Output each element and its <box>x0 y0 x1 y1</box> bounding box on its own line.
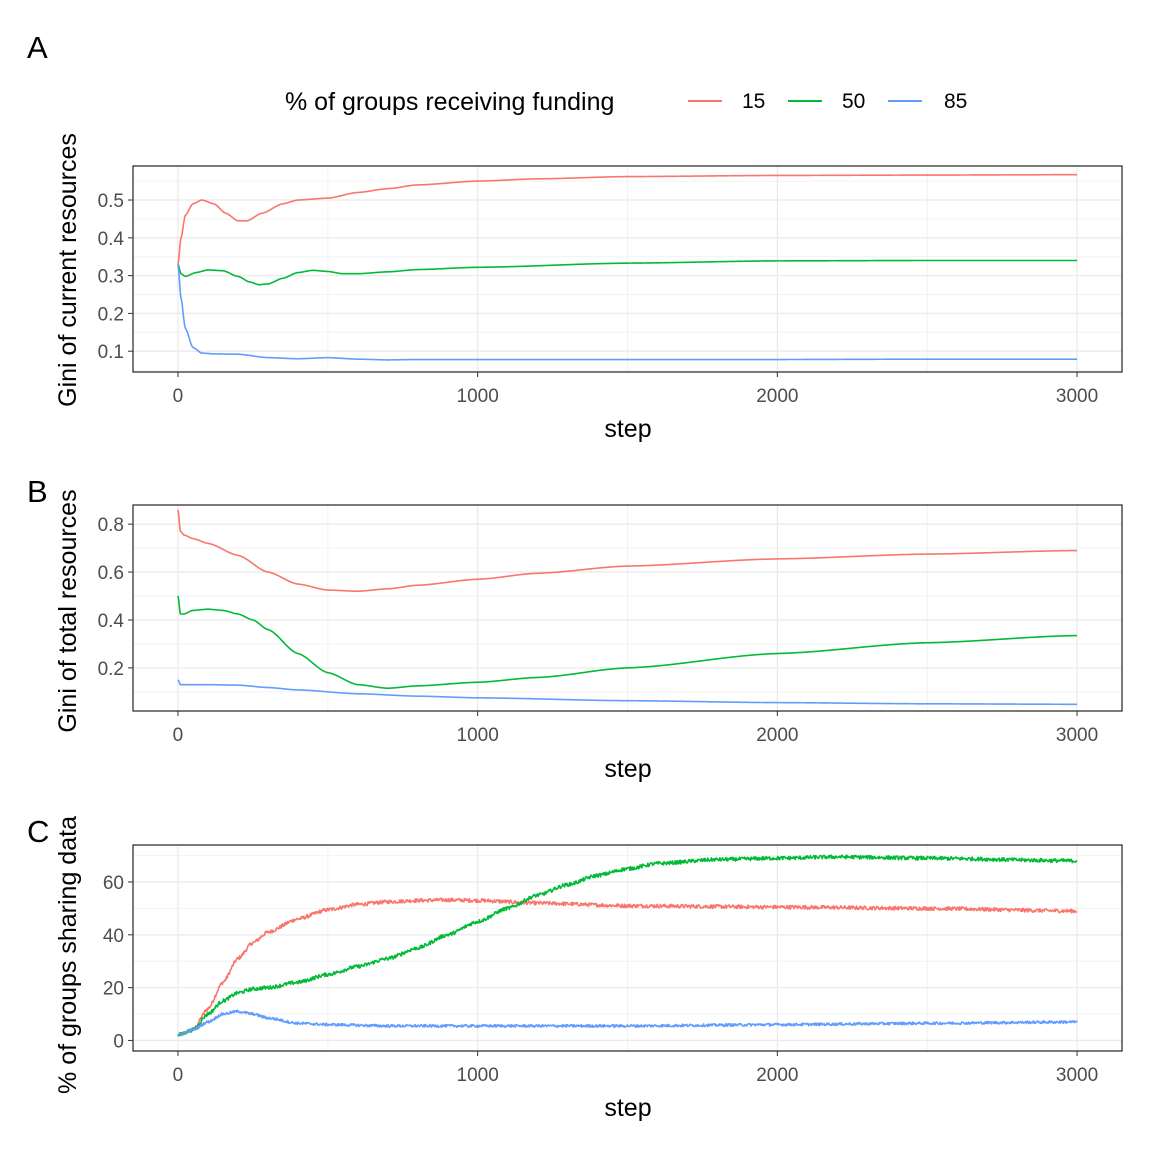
y-tick-label: 60 <box>103 873 124 894</box>
y-tick-label: 0.2 <box>98 304 124 325</box>
y-axis-title-a: Gini of current resources <box>54 133 82 407</box>
legend-title: % of groups receiving funding <box>285 88 614 116</box>
series-line-15 <box>177 173 1078 265</box>
minor-gridlines <box>133 505 1122 711</box>
y-tick-label: 0.6 <box>98 563 124 584</box>
series-line-15 <box>177 509 1078 593</box>
y-tick-label: 0.4 <box>98 229 125 250</box>
y-tick-label: 0.5 <box>98 191 124 212</box>
x-axis-title-b: step <box>604 755 651 783</box>
series-line-50 <box>177 595 1078 690</box>
x-axis-title-c: step <box>604 1094 651 1122</box>
y-tick-label: 0.3 <box>98 267 124 288</box>
y-tick-label: 0 <box>113 1031 124 1052</box>
x-tick-label: 2000 <box>756 1065 798 1086</box>
x-tick-label: 2000 <box>756 386 798 407</box>
panel-tag-a: A <box>27 30 48 65</box>
x-tick-label: 0 <box>173 386 184 407</box>
x-tick-label: 0 <box>173 725 184 746</box>
series-line-15 <box>177 897 1078 1037</box>
y-axis-title-c: % of groups sharing data <box>54 816 82 1094</box>
x-tick-label: 1000 <box>457 386 499 407</box>
panel-border <box>132 504 1123 712</box>
y-tick-label: 0.1 <box>98 342 124 363</box>
panel-c: C % of groups sharing data step 0 1000 200… <box>27 814 1123 1122</box>
legend-label-50: 50 <box>842 90 865 113</box>
panel-a: A Gini of current resources step 0 1000 20… <box>27 30 1123 443</box>
x-tick-label: 3000 <box>1056 725 1098 746</box>
x-axis-title-a: step <box>604 415 651 443</box>
panel-tag-c: C <box>27 814 49 849</box>
y-tick-label: 0.2 <box>98 659 124 680</box>
x-tick-label: 0 <box>173 1065 184 1086</box>
x-tick-label: 3000 <box>1056 1065 1098 1086</box>
legend-label-85: 85 <box>944 90 967 113</box>
panel-b: B Gini of total resources step 0 1000 2000… <box>27 474 1123 783</box>
y-tick-label: 20 <box>103 979 124 1000</box>
legend: % of groups receiving funding 15 50 85 <box>285 88 967 116</box>
y-axis-title-b: Gini of total resources <box>54 489 82 732</box>
panel-border <box>132 844 1123 1052</box>
y-tick-label: 40 <box>103 926 124 947</box>
panel-tag-b: B <box>27 474 48 509</box>
x-tick-label: 2000 <box>756 725 798 746</box>
y-tick-label: 0.4 <box>98 611 125 632</box>
series-line-50 <box>177 854 1078 1037</box>
legend-label-15: 15 <box>742 90 765 113</box>
series-line-50 <box>177 259 1078 286</box>
y-tick-label: 0.8 <box>98 515 124 536</box>
series-line-85 <box>177 264 1078 361</box>
minor-gridlines <box>133 166 1122 372</box>
x-tick-label: 3000 <box>1056 386 1098 407</box>
x-tick-label: 1000 <box>457 725 499 746</box>
series-line-85 <box>177 679 1078 706</box>
panel-border <box>132 165 1123 373</box>
series-line-85 <box>177 1009 1078 1037</box>
x-tick-label: 1000 <box>457 1065 499 1086</box>
